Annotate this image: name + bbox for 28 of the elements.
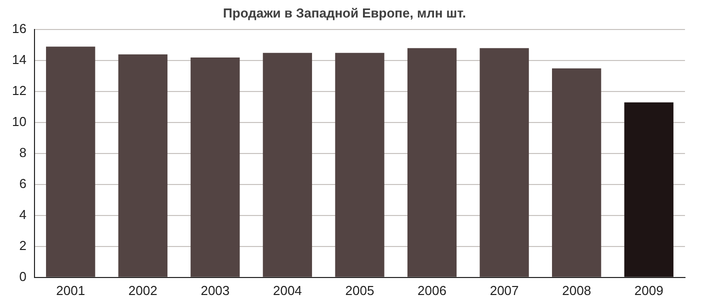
y-tick-label: 4 [19, 207, 26, 222]
x-tick-label: 2003 [200, 282, 230, 298]
bar [624, 102, 674, 277]
bar [46, 46, 96, 277]
bar [190, 57, 240, 277]
x-tick-label: 2004 [272, 282, 302, 298]
x-tick-label: 2009 [634, 282, 664, 298]
x-tick-label: 2007 [490, 282, 519, 298]
y-tick-label: 10 [12, 114, 26, 130]
y-tick-label: 8 [19, 145, 26, 160]
x-tick-label: 2001 [56, 282, 86, 298]
y-tick-label: 16 [12, 21, 26, 36]
y-tick-label: 6 [19, 176, 26, 192]
bar [118, 54, 168, 277]
x-tick-label: 2008 [562, 282, 592, 298]
bar [552, 68, 602, 277]
y-tick-label: 0 [19, 268, 26, 284]
x-tick-label: 2005 [345, 282, 374, 298]
x-tick-label: 2002 [128, 282, 158, 298]
bar [480, 48, 529, 277]
x-tick-label: 2006 [418, 282, 446, 298]
y-tick-label: 14 [12, 52, 26, 68]
y-tick-label: 12 [12, 83, 26, 98]
chart-title: Продажи в Западной Европе, млн шт. [223, 5, 466, 20]
bar [262, 52, 312, 277]
bar [407, 48, 457, 277]
y-tick-label: 2 [19, 238, 26, 254]
bar [335, 52, 384, 277]
